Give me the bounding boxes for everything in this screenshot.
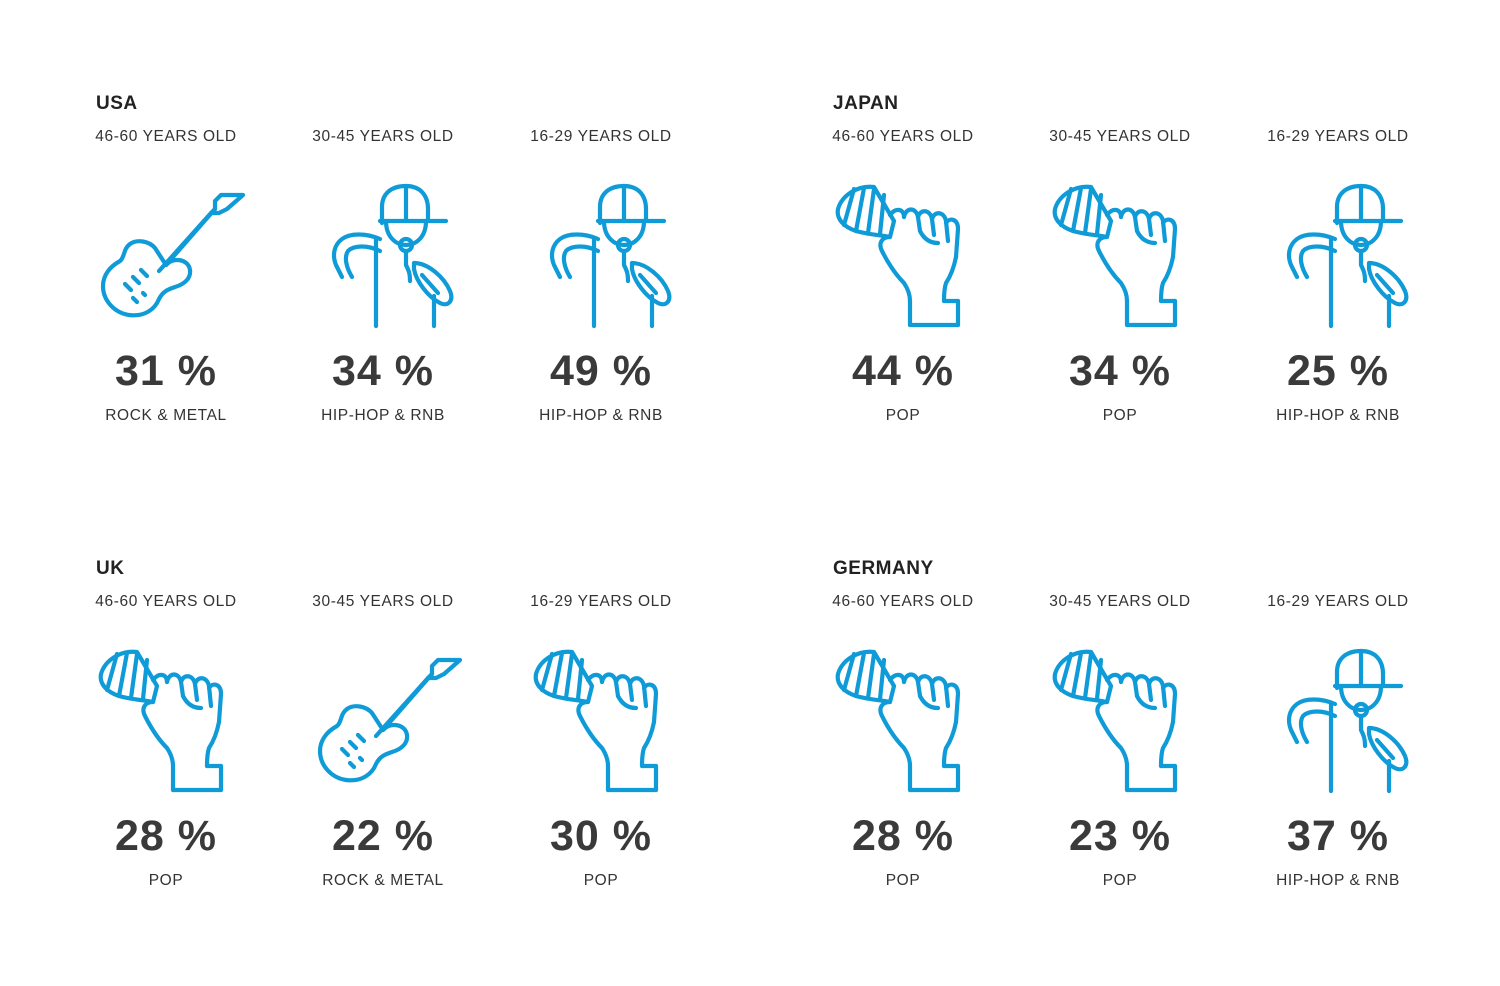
age-group-label: 46-60 YEARS OLD [832,593,974,610]
age-group-label: 30-45 YEARS OLD [1049,128,1191,145]
age-group-label: 30-45 YEARS OLD [1049,593,1191,610]
percentage-value: 37 % [1286,812,1389,860]
country-title: UK [96,558,125,579]
panel-usa: USA 46-60 YEARS OLD 31 % ROCK & METAL 30-45… [55,93,715,453]
genre-label: HIP-HOP & RNB [1276,872,1400,889]
percentage-value: 44 % [851,347,954,395]
country-title: USA [96,93,138,114]
percentage-value: 34 % [1068,347,1171,395]
panel-japan: JAPAN 46-60 YEARS OLD 44 % POP 30-45 YEARS … [792,93,1452,453]
age-group-label: 16-29 YEARS OLD [530,128,672,145]
percentage-value: 28 % [114,812,217,860]
percentage-value: 30 % [549,812,652,860]
panel-germany: GERMANY 46-60 YEARS OLD 28 % POP 30-45 YEAR… [792,558,1452,918]
genre-label: ROCK & METAL [322,872,444,889]
age-group-label: 46-60 YEARS OLD [95,593,237,610]
genre-label: ROCK & METAL [105,407,227,424]
genre-label: POP [148,872,184,889]
guitar-icon [314,646,464,796]
panel-uk: UK 46-60 YEARS OLD 28 % POP 30-45 YEARS OLD… [55,558,715,918]
rapper-icon [314,181,464,331]
microphone-fist-icon [1051,646,1201,796]
genre-label: HIP-HOP & RNB [539,407,663,424]
microphone-fist-icon [834,181,984,331]
age-group-label: 16-29 YEARS OLD [1267,128,1409,145]
percentage-value: 31 % [114,347,217,395]
age-group-label: 16-29 YEARS OLD [1267,593,1409,610]
rapper-icon [532,181,682,331]
age-group-label: 30-45 YEARS OLD [312,128,454,145]
percentage-value: 25 % [1286,347,1389,395]
microphone-fist-icon [834,646,984,796]
genre-label: POP [1102,872,1138,889]
age-group-label: 46-60 YEARS OLD [95,128,237,145]
rapper-icon [1269,181,1419,331]
genre-label: POP [885,407,921,424]
microphone-fist-icon [1051,181,1201,331]
percentage-value: 34 % [331,347,434,395]
percentage-value: 22 % [331,812,434,860]
age-group-label: 30-45 YEARS OLD [312,593,454,610]
percentage-value: 49 % [549,347,652,395]
microphone-fist-icon [97,646,247,796]
genre-label: POP [885,872,921,889]
genre-label: POP [1102,407,1138,424]
rapper-icon [1269,646,1419,796]
microphone-fist-icon [532,646,682,796]
age-group-label: 16-29 YEARS OLD [530,593,672,610]
percentage-value: 23 % [1068,812,1171,860]
genre-label: POP [583,872,619,889]
country-title: JAPAN [833,93,899,114]
country-title: GERMANY [833,558,934,579]
age-group-label: 46-60 YEARS OLD [832,128,974,145]
percentage-value: 28 % [851,812,954,860]
genre-label: HIP-HOP & RNB [1276,407,1400,424]
genre-label: HIP-HOP & RNB [321,407,445,424]
guitar-icon [97,181,247,331]
